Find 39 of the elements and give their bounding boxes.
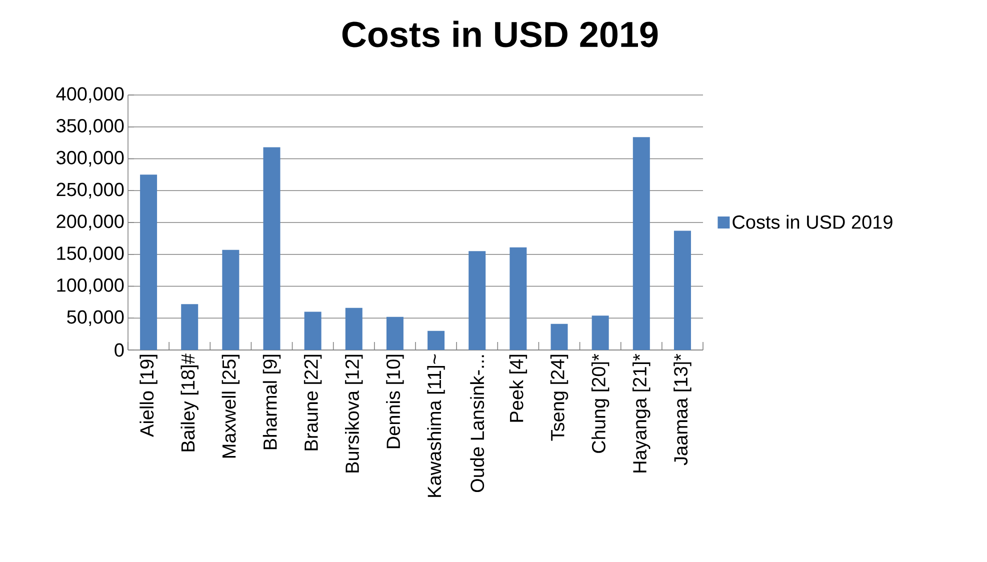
x-tick-label: Braune [22] xyxy=(304,354,322,450)
x-tick-label: Jaamaa [13]* xyxy=(674,354,692,466)
bar xyxy=(592,316,609,350)
chart-title: Costs in USD 2019 xyxy=(342,20,658,48)
legend-label: Costs in USD 2019 xyxy=(732,214,892,229)
y-tick-label: 400,000 xyxy=(56,87,124,103)
y-tick-label: 50,000 xyxy=(67,310,124,326)
bar xyxy=(181,304,198,350)
y-tick-label: 200,000 xyxy=(56,214,124,230)
y-tick-label: 150,000 xyxy=(57,246,124,262)
bar xyxy=(263,147,280,350)
x-tick-label: Tseng [24] xyxy=(550,354,568,441)
y-tick-label: 100,000 xyxy=(57,278,124,294)
bar xyxy=(550,324,568,350)
x-tick-label: Kawashima [11]~ xyxy=(427,354,445,497)
bar xyxy=(632,137,650,350)
y-tick-label: 0 xyxy=(114,343,124,357)
x-tick-label: Hayanga [21]* xyxy=(632,354,650,472)
bar xyxy=(140,174,158,350)
bar xyxy=(304,312,322,350)
x-tick-label: Maxwell [25] xyxy=(222,354,240,458)
bar xyxy=(510,247,527,350)
x-tick-label: Oude Lansink-... xyxy=(470,355,484,492)
y-tick-label: 300,000 xyxy=(56,150,124,167)
x-tick-label: Bailey [18]# xyxy=(180,354,198,452)
bar xyxy=(468,251,486,350)
x-tick-label: Aiello [19] xyxy=(140,354,158,437)
x-tick-label: Bursikova [12] xyxy=(345,354,363,472)
y-tick-label: 250,000 xyxy=(56,182,124,198)
bar xyxy=(222,250,240,350)
x-tick-label: Chung [20]* xyxy=(591,354,610,453)
x-tick-label: Peek [4] xyxy=(509,354,528,422)
bar xyxy=(386,316,404,350)
x-tick-label: Dennis [10] xyxy=(386,354,404,448)
bar xyxy=(428,330,445,350)
y-tick-label: 350,000 xyxy=(56,119,124,135)
bar xyxy=(674,230,691,350)
x-tick-label: Bharmal [9] xyxy=(262,354,281,450)
bar xyxy=(345,308,362,350)
